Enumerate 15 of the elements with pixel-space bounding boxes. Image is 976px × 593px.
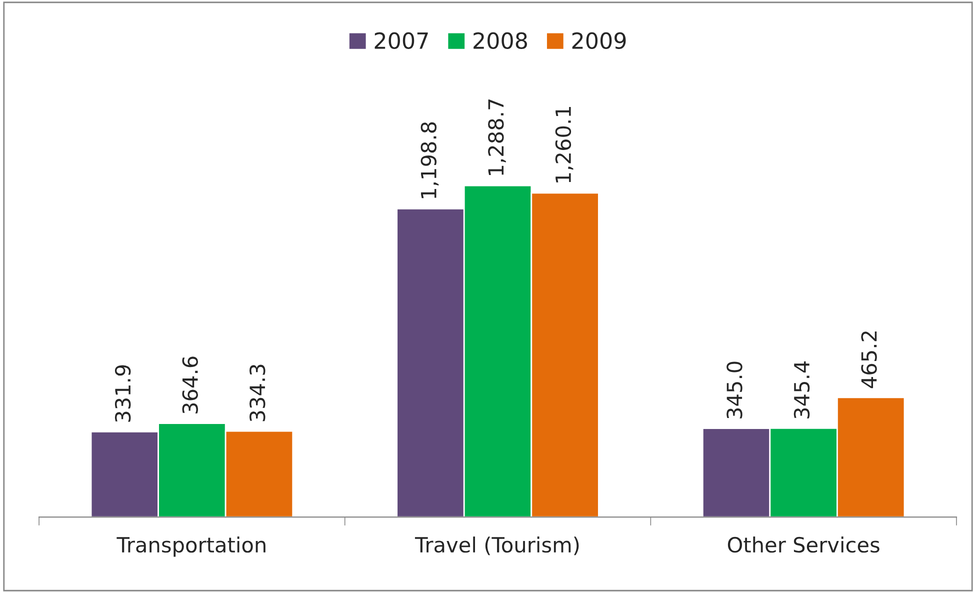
data-label: 364.6 (182, 356, 198, 414)
data-label: 331.9 (114, 365, 131, 422)
data-label: 465.2 (861, 332, 877, 388)
legend-label: 2008 (474, 32, 527, 50)
data-label: 345.0 (726, 362, 742, 418)
x-tick-label: Transportation (116, 536, 266, 557)
legend-label: 2009 (572, 32, 626, 50)
x-tick-label: Travel (Tourism) (414, 536, 579, 556)
data-label: 1,288.7 (488, 100, 506, 175)
data-label: 334.3 (250, 364, 266, 422)
data-label: 1,260.1 (555, 107, 574, 182)
data-label: 345.4 (794, 361, 810, 418)
data-label: 1,198.8 (420, 122, 439, 198)
x-tick-label: Other Services (728, 536, 880, 553)
legend-label: 2007 (374, 32, 428, 50)
